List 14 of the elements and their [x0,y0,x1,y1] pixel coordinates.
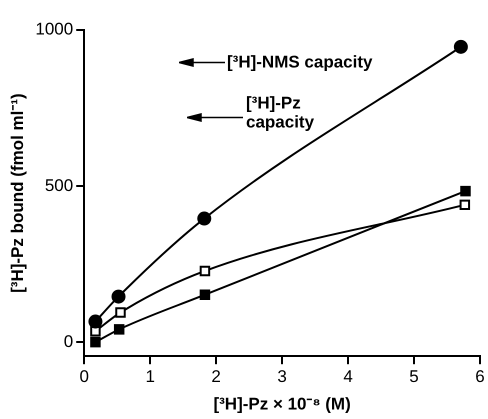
x-tick-label: 3 [277,367,287,386]
y-tick-label: 1000 [35,20,74,39]
x-axis-title: [³H]-Pz × 10⁻⁸ (M) [213,394,351,414]
annotation: [³H]-Pz capacity [246,94,315,132]
x-tick-label: 2 [211,367,221,386]
y-axis-title: [³H]-Pz bound (fmol ml⁻¹) [8,93,27,293]
x-tick-label: 4 [343,367,353,386]
x-tick-label: 1 [145,367,155,386]
annotation: [³H]-NMS capacity [227,52,374,72]
y-tick-label: 500 [44,176,74,195]
x-tick-label: 5 [409,367,419,386]
x-tick-label: 0 [79,367,89,386]
x-tick-label: 6 [475,367,485,386]
y-tick-label: 0 [64,332,74,351]
